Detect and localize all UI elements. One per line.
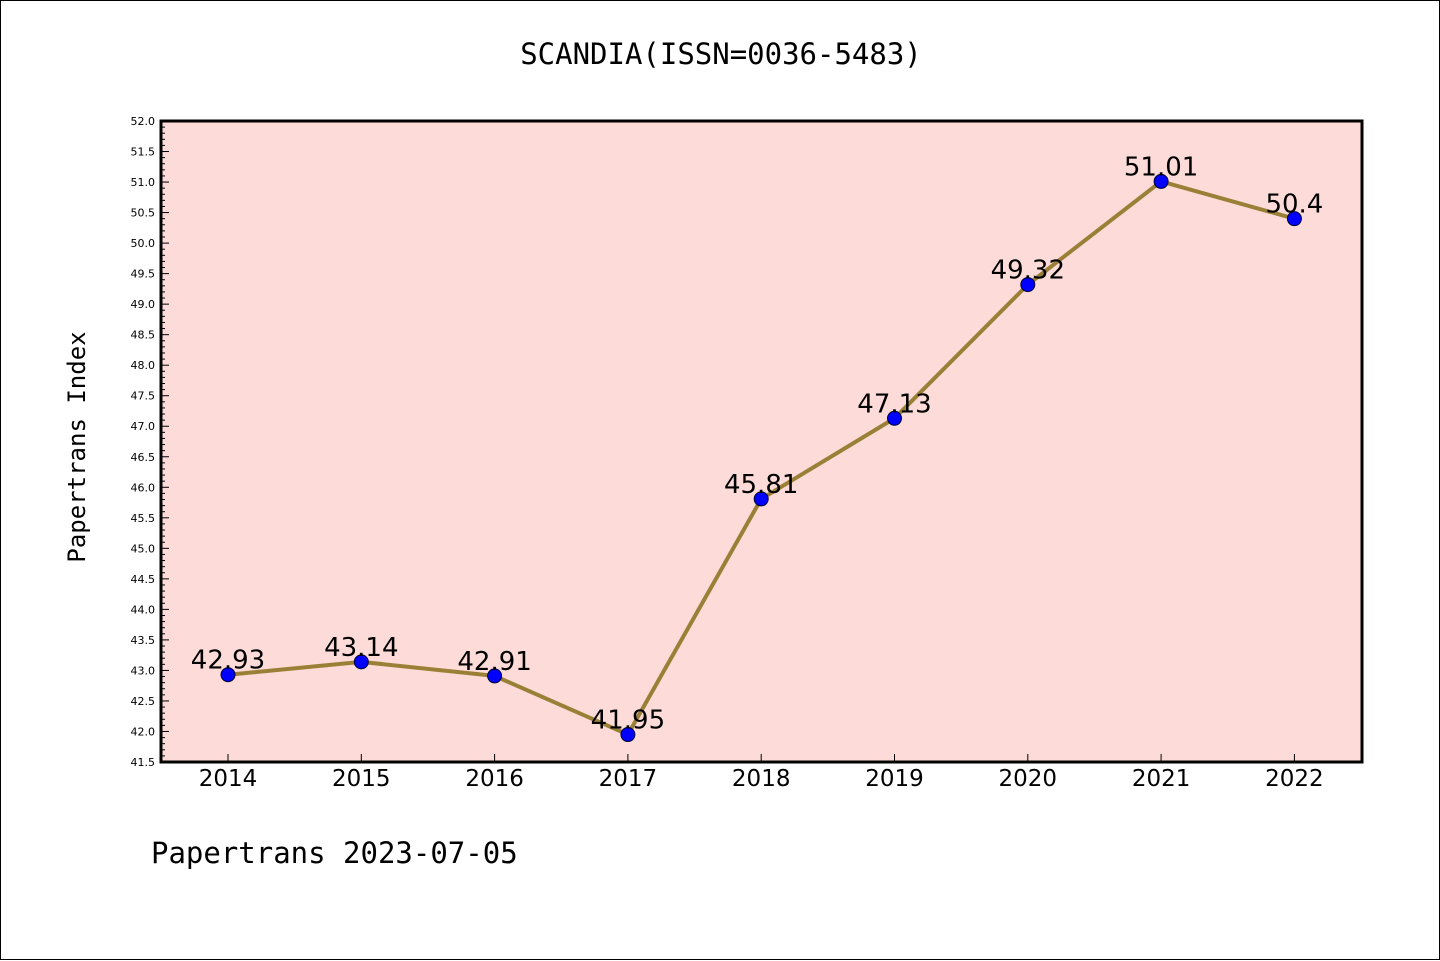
y-tick-label: 46.0: [131, 481, 156, 494]
x-tick-label: 2021: [1132, 766, 1191, 792]
data-point: [1020, 277, 1036, 293]
data-label: 43.14: [324, 633, 398, 663]
data-label: 47.13: [857, 389, 931, 419]
x-tick-label: 2016: [465, 766, 524, 792]
y-tick-label: 45.5: [131, 512, 156, 525]
data-label: 45.81: [724, 470, 798, 500]
x-tick-label: 2017: [599, 766, 658, 792]
y-tick-label: 51.5: [131, 146, 156, 159]
y-tick-label: 44.0: [131, 603, 156, 616]
y-tick-label: 46.5: [131, 451, 156, 464]
y-tick-label: 49.0: [131, 298, 156, 311]
data-point: [487, 668, 503, 684]
y-tick-label: 45.0: [131, 542, 156, 555]
y-tick-label: 43.0: [131, 664, 156, 677]
y-tick-label: 51.0: [131, 176, 156, 189]
data-label: 49.32: [991, 256, 1065, 286]
y-tick-label: 50.0: [131, 237, 156, 250]
x-tick-label: 2015: [332, 766, 391, 792]
data-label: 41.95: [591, 706, 665, 736]
x-tick-label: 2022: [1265, 766, 1324, 792]
data-point: [620, 727, 636, 743]
y-tick-label: 42.5: [131, 695, 156, 708]
y-tick-label: 50.5: [131, 207, 156, 220]
data-label: 42.91: [457, 647, 531, 677]
y-tick-label: 49.5: [131, 268, 156, 281]
x-tick-label: 2019: [865, 766, 924, 792]
y-tick-label: 44.5: [131, 573, 156, 586]
footer-text: Papertrans 2023-07-05: [151, 836, 518, 870]
plot-area: [161, 121, 1362, 762]
y-tick-label: 47.0: [131, 420, 156, 433]
data-point: [1286, 211, 1302, 227]
chart-title: SCANDIA(ISSN=0036-5483): [520, 37, 922, 71]
y-tick-label: 41.5: [131, 756, 156, 769]
data-point: [220, 667, 236, 683]
x-tick-label: 2018: [732, 766, 791, 792]
data-label: 42.93: [191, 646, 265, 676]
data-point: [1153, 173, 1169, 189]
data-label: 51.01: [1124, 152, 1198, 182]
data-point: [753, 491, 769, 507]
data-label: 50.4: [1265, 190, 1323, 220]
y-tick-label: 47.5: [131, 390, 156, 403]
x-tick-label: 2020: [999, 766, 1058, 792]
y-tick-label: 48.5: [131, 329, 156, 342]
plot-border: [159, 119, 1364, 764]
data-point: [887, 410, 902, 426]
y-tick-label: 52.0: [131, 115, 156, 128]
y-tick-label: 42.0: [131, 725, 156, 738]
y-tick-label: 48.0: [131, 359, 156, 372]
x-tick-label: 2014: [199, 766, 258, 792]
y-tick-label: 43.5: [131, 634, 156, 647]
data-point: [353, 654, 369, 670]
